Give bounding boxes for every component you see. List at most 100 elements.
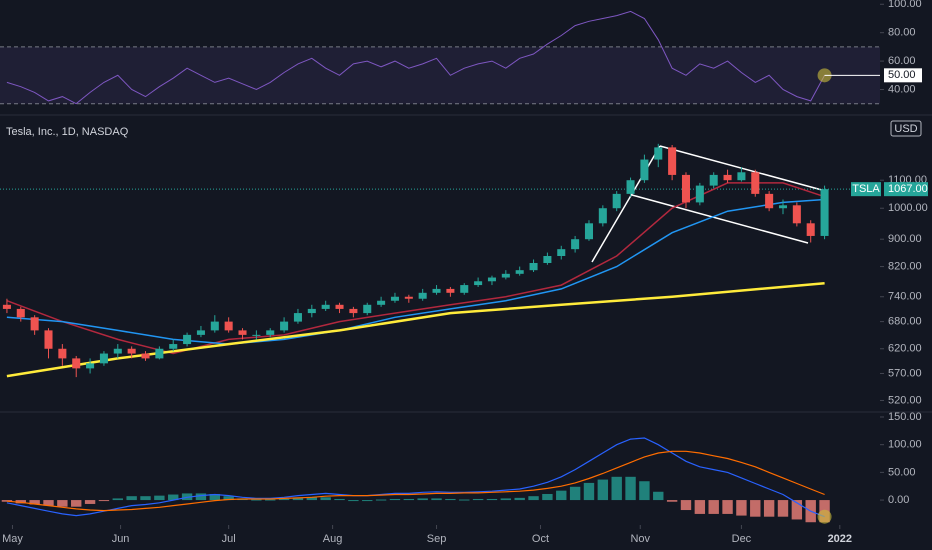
y-tick-label: 680.00 xyxy=(888,316,922,328)
x-tick-label: 2022 xyxy=(828,533,852,545)
candle-body xyxy=(307,308,316,314)
candle-body xyxy=(446,288,455,293)
candle-body xyxy=(58,348,67,359)
candle-body xyxy=(529,263,538,271)
candle-body xyxy=(820,189,829,236)
y-tick-label: 900.00 xyxy=(888,233,922,245)
candle-body xyxy=(695,185,704,203)
x-tick-label: Sep xyxy=(427,533,447,545)
y-tick-label: 50.00 xyxy=(888,466,916,478)
y-tick-label: 1000.00 xyxy=(888,202,928,214)
y-tick-label: 100.00 xyxy=(888,439,922,451)
candle-body xyxy=(335,304,344,309)
candle-body xyxy=(432,288,441,293)
histogram-bar xyxy=(611,476,622,501)
candle-body xyxy=(210,321,219,331)
histogram-bar xyxy=(29,500,40,505)
candle-body xyxy=(113,348,122,354)
x-tick-label: Jun xyxy=(112,533,130,545)
histogram-bar xyxy=(583,482,595,501)
macd-line xyxy=(6,450,825,512)
candle-body xyxy=(571,239,580,250)
histogram-bar xyxy=(98,500,110,502)
histogram-bar xyxy=(556,490,567,501)
histogram-bar xyxy=(486,498,498,501)
histogram-bar xyxy=(791,500,803,520)
candle-body xyxy=(751,172,760,194)
symbol-label: TSLA xyxy=(852,183,880,195)
histogram-bar xyxy=(472,498,484,501)
candle-body xyxy=(141,353,150,359)
candle-body xyxy=(404,296,413,299)
candle-body xyxy=(30,317,39,331)
histogram-bar xyxy=(639,481,650,501)
histogram-bar xyxy=(195,493,207,501)
candle-body xyxy=(169,344,178,349)
histogram-bar xyxy=(320,497,331,501)
last-price-label: 1067.00 xyxy=(888,183,928,195)
last-value-label: 50.00 xyxy=(888,69,916,81)
candle-body xyxy=(460,285,469,293)
candle-body xyxy=(474,281,483,286)
y-tick-label: 150.00 xyxy=(888,411,922,423)
histogram-bar xyxy=(306,497,318,501)
histogram-bar xyxy=(653,491,664,501)
candle-body xyxy=(349,308,358,314)
histogram-bar xyxy=(708,500,719,514)
candle-body xyxy=(640,159,649,181)
candle-body xyxy=(252,334,261,336)
candle-body xyxy=(778,205,788,209)
histogram-bar xyxy=(750,500,761,517)
histogram-bar xyxy=(736,500,747,516)
chart-title: Tesla, Inc., 1D, NASDAQ xyxy=(6,126,129,138)
candle-body xyxy=(681,174,691,203)
candle-body xyxy=(293,313,302,322)
candle-body xyxy=(487,277,496,282)
histogram-bar xyxy=(265,499,276,501)
histogram-bar xyxy=(140,496,151,501)
candle-body xyxy=(238,330,247,335)
histogram-bar xyxy=(126,496,137,501)
histogram-bar xyxy=(777,500,789,517)
candle-body xyxy=(363,304,372,314)
rsi-line xyxy=(6,10,826,105)
histogram-bar xyxy=(500,498,512,501)
histogram-bar xyxy=(362,500,373,502)
histogram-bar xyxy=(375,499,387,501)
candle-body xyxy=(127,348,136,354)
candle-body xyxy=(44,330,53,349)
histogram-bar xyxy=(445,498,456,501)
trend-line xyxy=(591,145,661,263)
moving-average xyxy=(6,198,825,345)
candle-body xyxy=(280,321,289,331)
x-tick-label: Oct xyxy=(532,533,549,545)
histogram-bar xyxy=(722,500,733,514)
histogram-bar xyxy=(597,479,609,501)
histogram-bar xyxy=(694,500,706,514)
histogram-bar xyxy=(763,500,775,517)
last-point-highlight xyxy=(817,509,832,524)
histogram-bar xyxy=(514,497,525,501)
histogram-bar xyxy=(666,500,678,502)
moving-average xyxy=(6,281,825,378)
y-tick-label: 740.00 xyxy=(888,291,922,303)
x-tick-label: Jul xyxy=(222,533,236,545)
x-tick-label: Aug xyxy=(323,533,343,545)
histogram-bar xyxy=(251,499,262,501)
candle-body xyxy=(16,308,25,318)
y-tick-label: 620.00 xyxy=(888,343,922,355)
histogram-bar xyxy=(528,496,539,501)
x-tick-label: Dec xyxy=(732,533,752,545)
histogram-bar xyxy=(84,500,96,504)
candle-body xyxy=(598,208,607,224)
candle-body xyxy=(515,270,524,274)
y-tick-label: 0.00 xyxy=(888,494,909,506)
candle-body xyxy=(668,147,677,175)
histogram-bar xyxy=(57,500,68,507)
y-tick-label: 820.00 xyxy=(888,260,922,272)
y-tick-label: 100.00 xyxy=(888,0,922,10)
candle-body xyxy=(612,193,621,209)
